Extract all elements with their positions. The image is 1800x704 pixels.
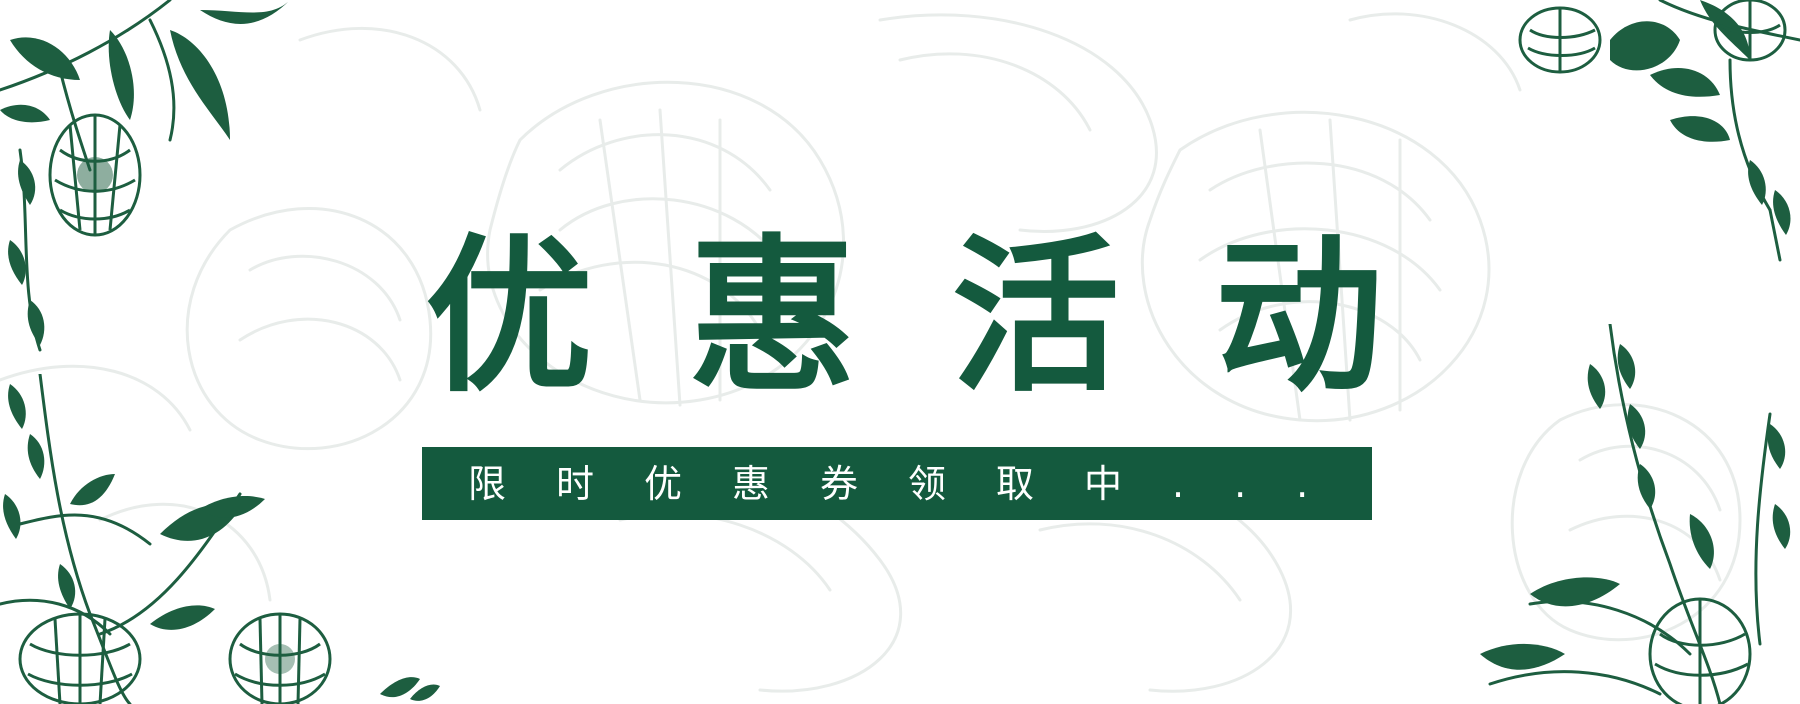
botanical-corner-top-left — [0, 0, 290, 352]
title-char: 活 — [951, 217, 1120, 415]
title-char: 动 — [1214, 217, 1383, 415]
botanical-corner-top-right — [1518, 0, 1800, 262]
botanical-corner-bottom-right — [1480, 324, 1791, 704]
page-title: 优 惠 活 动 — [414, 216, 1394, 416]
title-char: 惠 — [688, 217, 857, 415]
title-char: 优 — [425, 217, 593, 415]
subtitle-text: 限时优惠券领取中... — [468, 461, 1359, 506]
subtitle-bar: 限时优惠券领取中... — [422, 447, 1372, 520]
botanical-corner-bottom-left — [0, 374, 440, 704]
